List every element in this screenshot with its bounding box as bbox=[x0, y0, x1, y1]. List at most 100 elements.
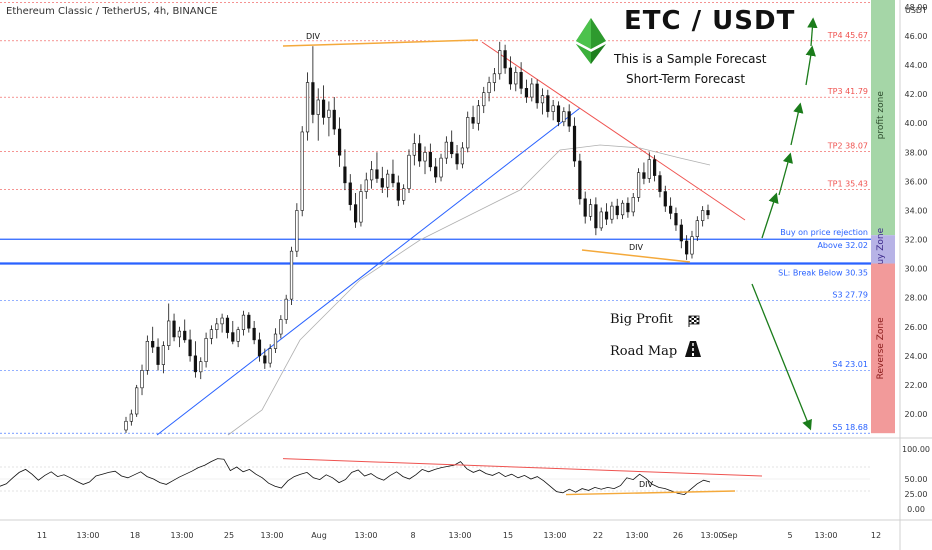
candle-body bbox=[578, 160, 582, 200]
candle-body bbox=[508, 67, 513, 85]
candle-body bbox=[161, 345, 165, 365]
candle-body bbox=[199, 361, 203, 373]
rsi-line bbox=[0, 458, 711, 496]
forecast-arrow bbox=[805, 45, 816, 86]
candle-body bbox=[514, 72, 518, 85]
candle-body bbox=[145, 341, 149, 371]
rsi-downtrend-line bbox=[282, 458, 763, 477]
candle-body bbox=[332, 109, 336, 130]
candle-body bbox=[327, 109, 331, 118]
time-tick-label: 12 bbox=[871, 531, 881, 540]
road-icon bbox=[685, 341, 701, 357]
zone-reverse-zone bbox=[871, 263, 895, 434]
candle-body bbox=[337, 128, 342, 156]
candle-body bbox=[284, 298, 288, 320]
time-tick-label: 13:00 bbox=[170, 531, 193, 540]
candle-body bbox=[572, 125, 577, 162]
candle-body bbox=[167, 320, 171, 346]
level-note-entry: Buy on price rejection bbox=[780, 228, 868, 237]
moving-average-line bbox=[227, 144, 711, 436]
checkered-flag-icon bbox=[688, 315, 700, 327]
candle-body bbox=[685, 240, 689, 255]
price-tick-label: 36.00 bbox=[905, 177, 928, 186]
time-tick-label: 22 bbox=[593, 531, 603, 540]
candle-body bbox=[295, 210, 299, 252]
candle-body bbox=[706, 210, 710, 216]
forecast-arrow bbox=[751, 283, 812, 431]
currency-label: USDT bbox=[905, 6, 927, 15]
candle-body bbox=[370, 169, 374, 181]
candle-body bbox=[653, 159, 657, 176]
candle-body bbox=[300, 131, 304, 211]
time-tick-label: Aug bbox=[311, 531, 327, 540]
candle-body bbox=[669, 205, 673, 214]
forecast-arrow bbox=[807, 17, 818, 47]
level-label-s5: S5 18.68 bbox=[832, 423, 868, 432]
price-tick-label: 26.00 bbox=[905, 323, 928, 332]
candle-body bbox=[375, 169, 379, 179]
time-tick-label: 11 bbox=[37, 531, 47, 540]
candle-body bbox=[450, 141, 454, 155]
forecast-arrow bbox=[778, 152, 793, 196]
candle-body bbox=[188, 339, 192, 357]
candle-body bbox=[610, 205, 614, 220]
candle-body bbox=[455, 153, 459, 165]
candle-body bbox=[204, 338, 208, 362]
candle-body bbox=[556, 105, 561, 123]
time-tick-label: 13:00 bbox=[700, 531, 723, 540]
candle-body bbox=[273, 333, 278, 349]
candle-body bbox=[151, 341, 155, 348]
ethereum-logo-icon bbox=[576, 18, 606, 64]
candle-body bbox=[620, 202, 625, 216]
candle-body bbox=[444, 141, 448, 159]
price-tick-label: 46.00 bbox=[905, 32, 928, 41]
candle-body bbox=[359, 191, 363, 223]
overlay-subtitle-sample: This is a Sample Forecast bbox=[614, 52, 767, 66]
price-tick-label: 22.00 bbox=[905, 381, 928, 390]
time-tick-label: 13:00 bbox=[543, 531, 566, 540]
level-label-tp2: TP2 38.07 bbox=[827, 141, 868, 150]
time-tick-label: 13:00 bbox=[76, 531, 99, 540]
level-label-entry: Above 32.02 bbox=[817, 241, 868, 250]
candle-body bbox=[588, 204, 593, 217]
uptrend-line bbox=[156, 107, 581, 436]
level-label-tp1: TP1 35.43 bbox=[827, 180, 868, 189]
candle-body bbox=[321, 99, 326, 118]
div-annotation: DIV bbox=[639, 480, 654, 489]
candle-body bbox=[530, 83, 534, 98]
time-tick-label: 26 bbox=[673, 531, 683, 540]
candle-body bbox=[583, 198, 587, 217]
rsi-tick-label: 100.00 bbox=[902, 445, 930, 454]
candle-body bbox=[124, 420, 128, 431]
candle-body bbox=[471, 117, 475, 124]
candle-body bbox=[156, 346, 160, 365]
price-tick-label: 32.00 bbox=[905, 236, 928, 245]
level-label-sl: SL: Break Below 30.35 bbox=[778, 269, 868, 278]
road-map-label: Road Map bbox=[610, 344, 678, 359]
candle-body bbox=[177, 330, 181, 338]
candle-body bbox=[482, 92, 486, 107]
price-tick-label: 48.00 bbox=[905, 3, 928, 12]
candle-body bbox=[519, 72, 523, 89]
time-tick-label: Sep bbox=[722, 531, 737, 540]
zone-buy-zone bbox=[871, 235, 895, 264]
price-tick-label: 38.00 bbox=[905, 148, 928, 157]
candle-body bbox=[679, 224, 683, 242]
candle-body bbox=[690, 236, 694, 255]
candle-body bbox=[231, 332, 235, 342]
candle-body bbox=[193, 355, 198, 373]
price-tick-label: 34.00 bbox=[905, 206, 928, 215]
price-tick-label: 24.00 bbox=[905, 352, 928, 361]
div-annotation: DIV bbox=[306, 32, 321, 41]
candle-body bbox=[236, 329, 240, 342]
div-line-top bbox=[282, 39, 479, 47]
candle-body bbox=[247, 314, 251, 329]
time-tick-label: 13:00 bbox=[448, 531, 471, 540]
candle-body bbox=[492, 73, 497, 83]
candle-body bbox=[604, 211, 609, 220]
zone-label: Reverse Zone bbox=[876, 317, 886, 379]
candle-body bbox=[386, 173, 390, 188]
candle-body bbox=[535, 83, 539, 104]
candle-body bbox=[316, 99, 320, 115]
candle-body bbox=[257, 339, 262, 357]
